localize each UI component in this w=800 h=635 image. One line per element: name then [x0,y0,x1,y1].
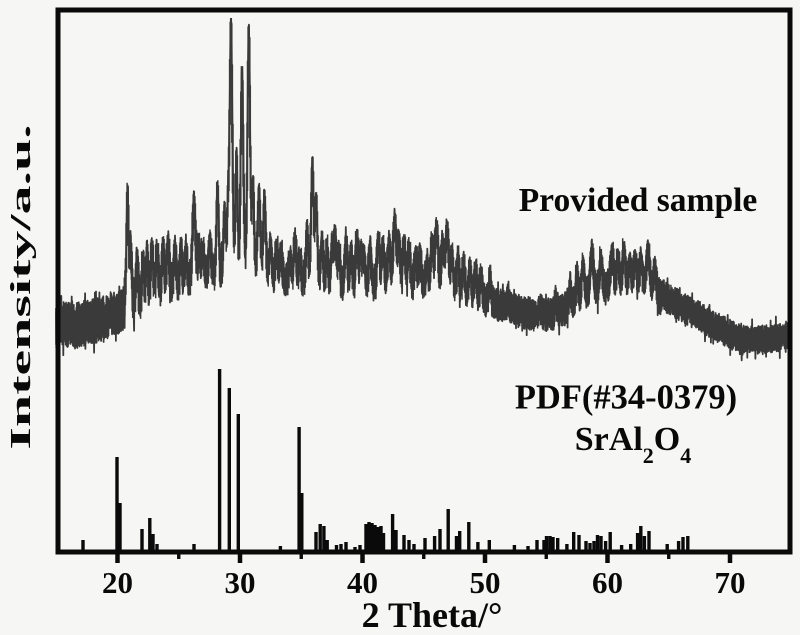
svg-text:2 Theta/°: 2 Theta/° [362,595,503,635]
svg-text:Intensity/a.u.: Intensity/a.u. [4,124,36,449]
svg-text:60: 60 [592,565,623,600]
svg-text:Provided sample: Provided sample [519,182,758,219]
svg-text:70: 70 [715,565,746,600]
svg-text:PDF(#34-0379): PDF(#34-0379) [515,379,737,417]
svg-text:40: 40 [347,565,378,600]
svg-text:50: 50 [470,565,501,600]
svg-text:20: 20 [102,565,133,600]
svg-text:30: 30 [225,565,256,600]
